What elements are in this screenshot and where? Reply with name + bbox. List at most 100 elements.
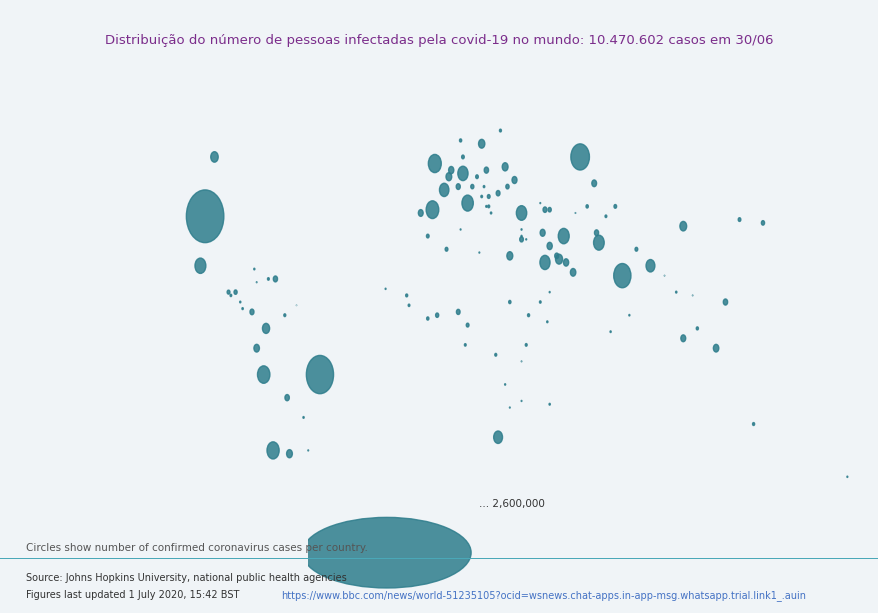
- Text: ... 2,600,000: ... 2,600,000: [479, 499, 544, 509]
- Circle shape: [249, 309, 254, 314]
- Circle shape: [428, 154, 441, 173]
- Circle shape: [609, 331, 610, 332]
- Circle shape: [486, 194, 490, 199]
- Text: https://www.bbc.com/news/world-51235105?ocid=wsnews.chat-apps.in-app-msg.whatsap: https://www.bbc.com/news/world-51235105?…: [281, 590, 805, 601]
- Text: Circles show number of confirmed coronavirus cases per country.: Circles show number of confirmed coronav…: [26, 543, 368, 552]
- Circle shape: [302, 517, 471, 588]
- Circle shape: [591, 180, 596, 187]
- Circle shape: [426, 201, 438, 219]
- Circle shape: [494, 354, 496, 356]
- Circle shape: [284, 395, 289, 401]
- Circle shape: [760, 221, 764, 225]
- Circle shape: [461, 155, 464, 159]
- Circle shape: [484, 167, 488, 173]
- Circle shape: [465, 323, 469, 327]
- Circle shape: [527, 314, 529, 317]
- Circle shape: [273, 276, 277, 282]
- Circle shape: [628, 314, 630, 316]
- Circle shape: [444, 247, 448, 251]
- Circle shape: [548, 207, 551, 212]
- Circle shape: [675, 291, 676, 293]
- Circle shape: [539, 256, 550, 270]
- Circle shape: [613, 205, 616, 208]
- Circle shape: [456, 184, 460, 189]
- Circle shape: [713, 345, 718, 352]
- Circle shape: [478, 139, 485, 148]
- Circle shape: [257, 366, 270, 383]
- Circle shape: [195, 258, 205, 273]
- Circle shape: [475, 175, 478, 178]
- Circle shape: [493, 431, 502, 443]
- Circle shape: [471, 185, 473, 189]
- Circle shape: [546, 321, 547, 322]
- Circle shape: [267, 278, 269, 280]
- Circle shape: [593, 235, 603, 250]
- Circle shape: [448, 167, 453, 173]
- Circle shape: [456, 310, 459, 314]
- Circle shape: [462, 195, 472, 211]
- Circle shape: [227, 290, 230, 294]
- Circle shape: [738, 218, 740, 221]
- Circle shape: [645, 259, 654, 272]
- Circle shape: [519, 237, 522, 242]
- Circle shape: [240, 301, 241, 303]
- Circle shape: [695, 327, 698, 330]
- Circle shape: [426, 234, 428, 238]
- Circle shape: [439, 183, 449, 197]
- Circle shape: [284, 314, 285, 316]
- Circle shape: [418, 210, 422, 216]
- Text: Figures last updated 1 July 2020, 15:42 BST: Figures last updated 1 July 2020, 15:42 …: [26, 590, 240, 600]
- Circle shape: [459, 139, 461, 142]
- Circle shape: [303, 417, 304, 418]
- Circle shape: [464, 344, 465, 346]
- Circle shape: [508, 300, 510, 303]
- Circle shape: [490, 212, 491, 214]
- Circle shape: [555, 254, 562, 264]
- Circle shape: [570, 268, 575, 276]
- Circle shape: [752, 422, 754, 425]
- Circle shape: [549, 403, 550, 405]
- Circle shape: [543, 207, 546, 213]
- Circle shape: [558, 229, 569, 244]
- Circle shape: [263, 323, 270, 333]
- Circle shape: [267, 442, 279, 459]
- Circle shape: [504, 384, 505, 385]
- Circle shape: [230, 294, 232, 297]
- Circle shape: [507, 252, 512, 260]
- Circle shape: [426, 317, 428, 320]
- Circle shape: [211, 151, 218, 162]
- Circle shape: [406, 294, 407, 297]
- Circle shape: [254, 268, 255, 270]
- Circle shape: [515, 206, 526, 220]
- Circle shape: [521, 235, 522, 237]
- Circle shape: [846, 476, 847, 478]
- Circle shape: [554, 253, 558, 259]
- Circle shape: [570, 144, 589, 170]
- Text: Distribuição do número de pessoas infectadas pela covid-19 no mundo: 10.470.602 : Distribuição do número de pessoas infect…: [105, 34, 773, 47]
- Circle shape: [539, 229, 544, 236]
- Circle shape: [407, 304, 409, 306]
- Circle shape: [234, 290, 237, 294]
- Circle shape: [679, 221, 686, 231]
- Circle shape: [634, 247, 637, 251]
- Circle shape: [563, 259, 568, 266]
- Circle shape: [546, 242, 551, 249]
- Circle shape: [483, 186, 485, 188]
- Circle shape: [521, 229, 522, 230]
- Circle shape: [306, 356, 333, 394]
- Circle shape: [511, 177, 516, 183]
- Circle shape: [499, 129, 500, 132]
- Circle shape: [604, 215, 606, 218]
- Circle shape: [186, 190, 224, 243]
- Circle shape: [435, 313, 438, 318]
- Circle shape: [487, 205, 489, 208]
- Circle shape: [241, 308, 243, 310]
- Circle shape: [723, 299, 727, 305]
- Circle shape: [539, 301, 541, 303]
- Text: Source: Johns Hopkins University, national public health agencies: Source: Johns Hopkins University, nation…: [26, 573, 347, 583]
- Circle shape: [254, 345, 259, 352]
- Circle shape: [505, 185, 508, 189]
- Circle shape: [549, 292, 550, 293]
- Circle shape: [480, 196, 482, 197]
- Circle shape: [525, 343, 527, 346]
